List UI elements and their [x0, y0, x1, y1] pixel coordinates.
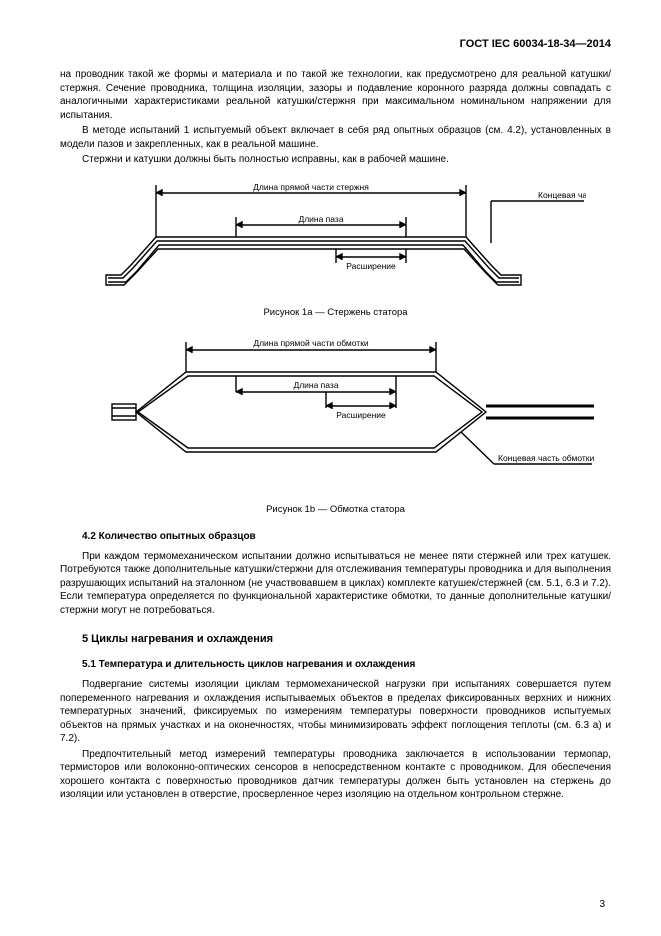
fig1b-label-straight: Длина прямой части обмотки [253, 338, 369, 348]
paragraph: Предпочтительный метод измерений темпера… [60, 748, 611, 802]
document-header: ГОСТ IEC 60034-18-34—2014 [60, 38, 611, 50]
paragraph: Подвергание системы изоляции циклам терм… [60, 678, 611, 746]
heading-5: 5 Циклы нагревания и охлаждения [60, 633, 611, 645]
figure-1a-caption: Рисунок 1a — Стержень статора [60, 307, 611, 318]
fig1a-label-slot: Длина паза [298, 214, 343, 224]
fig1a-label-end: Концевая часть стержня [538, 190, 586, 200]
paragraph: В методе испытаний 1 испытуемый объект в… [60, 124, 611, 151]
fig1a-label-expansion: Расширение [346, 261, 396, 271]
heading-5-1: 5.1 Температура и длительность циклов на… [60, 659, 611, 670]
fig1b-label-expansion: Расширение [336, 410, 386, 420]
fig1b-label-end: Концевая часть обмотки [498, 453, 594, 463]
fig1b-label-slot: Длина паза [293, 380, 338, 390]
figure-1b-caption: Рисунок 1b — Обмотка статора [60, 504, 611, 515]
figure-1a: Длина прямой части стержня Длина паза Ра… [86, 177, 586, 297]
figure-1b: Длина прямой части обмотки Длина паза Ра… [76, 334, 596, 494]
paragraph: Стержни и катушки должны быть полностью … [60, 153, 611, 167]
paragraph: на проводник такой же формы и материала … [60, 68, 611, 122]
paragraph: При каждом термомеханическом испытании д… [60, 550, 611, 618]
fig1a-label-straight: Длина прямой части стержня [253, 182, 369, 192]
heading-4-2: 4.2 Количество опытных образцов [60, 531, 611, 542]
page-number: 3 [599, 899, 605, 910]
